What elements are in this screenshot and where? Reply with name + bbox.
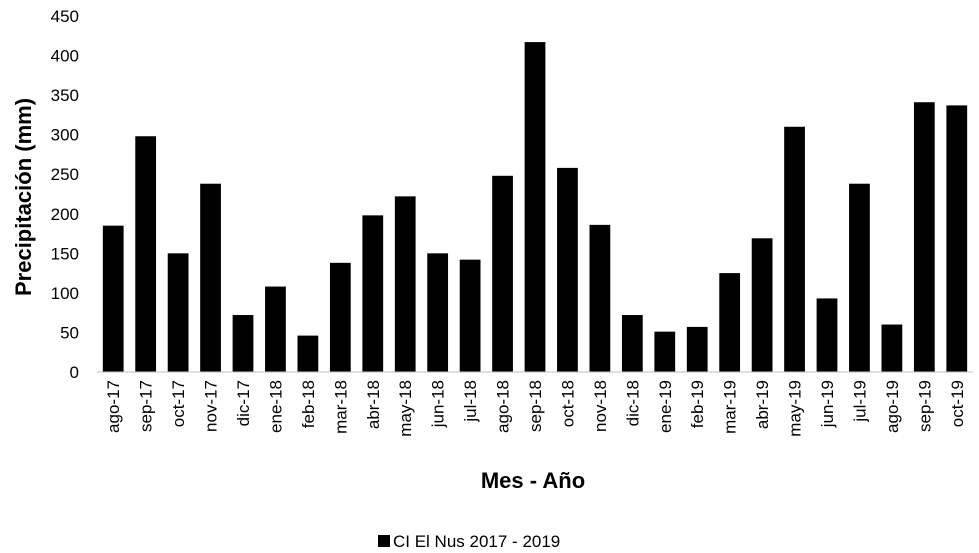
y-tick-label: 150 — [51, 244, 79, 263]
x-tick-label: ene-18 — [266, 380, 285, 433]
bar — [686, 326, 708, 372]
x-tick-label: oct-17 — [169, 380, 188, 427]
x-tick-label: abr-18 — [364, 380, 383, 429]
x-axis-title: Mes - Año — [481, 468, 585, 493]
x-tick-label: feb-19 — [688, 380, 707, 428]
y-tick-label: 250 — [51, 165, 79, 184]
bar — [427, 253, 449, 372]
x-tick-label: jul-18 — [461, 380, 480, 423]
x-tick-label: sep-18 — [526, 380, 545, 432]
x-tick-label: oct-19 — [948, 380, 967, 427]
bar — [654, 331, 676, 372]
bar — [751, 238, 773, 372]
x-tick-label: abr-19 — [753, 380, 772, 429]
bar — [913, 102, 935, 372]
y-axis-ticks: 0 50 100 150 200 250 300 350 400 450 — [51, 7, 79, 382]
x-tick-label: dic-18 — [623, 380, 642, 426]
bar — [719, 273, 741, 372]
legend-swatch — [378, 535, 390, 547]
y-tick-label: 200 — [51, 205, 79, 224]
bar — [946, 105, 968, 372]
y-tick-label: 450 — [51, 7, 79, 26]
bar — [200, 183, 221, 372]
bars-group — [102, 42, 968, 373]
x-tick-label: nov-18 — [591, 380, 610, 432]
x-tick-label: feb-18 — [299, 380, 318, 428]
x-tick-label: jun-18 — [429, 380, 448, 428]
bar — [102, 225, 124, 372]
y-tick-label: 350 — [51, 86, 79, 105]
bar — [589, 224, 611, 372]
bar — [167, 253, 189, 372]
x-tick-label: ago-17 — [104, 380, 123, 433]
x-tick-label: mar-18 — [331, 380, 350, 434]
x-tick-label: sep-19 — [915, 380, 934, 432]
x-tick-label: ene-19 — [656, 380, 675, 433]
bar — [881, 324, 903, 372]
x-tick-label: jun-19 — [818, 380, 837, 428]
legend: CI El Nus 2017 - 2019 — [378, 532, 560, 551]
bar — [492, 175, 513, 372]
x-tick-label: may-19 — [786, 380, 805, 437]
bar — [265, 286, 286, 372]
y-axis-title: Precipitación (mm) — [11, 98, 36, 296]
bar — [784, 126, 805, 372]
y-tick-label: 50 — [60, 323, 79, 342]
bar — [621, 315, 643, 372]
bar — [459, 259, 481, 372]
bar — [524, 42, 546, 373]
x-tick-label: oct-18 — [558, 380, 577, 427]
y-tick-label: 300 — [51, 126, 79, 145]
x-tick-label: may-18 — [396, 380, 415, 437]
bar — [816, 298, 838, 372]
bar — [232, 315, 254, 372]
bar — [297, 335, 319, 372]
y-tick-label: 100 — [51, 284, 79, 303]
x-tick-label: mar-19 — [721, 380, 740, 434]
bar — [394, 196, 416, 372]
y-tick-label: 0 — [70, 363, 79, 382]
x-axis-ticks: ago-17 sep-17 oct-17 nov-17 dic-17 ene-18 feb-… — [104, 380, 967, 437]
y-tick-label: 400 — [51, 47, 79, 66]
bar — [362, 215, 384, 372]
bar — [557, 167, 578, 372]
x-tick-label: ago-19 — [883, 380, 902, 433]
x-tick-label: ago-18 — [494, 380, 513, 433]
bar — [135, 136, 157, 372]
bar — [849, 183, 870, 372]
x-tick-label: jul-19 — [850, 380, 869, 423]
bar — [329, 262, 351, 372]
legend-label: CI El Nus 2017 - 2019 — [393, 532, 560, 551]
x-tick-label: nov-17 — [202, 380, 221, 432]
x-tick-label: dic-17 — [234, 380, 253, 426]
x-tick-label: sep-17 — [137, 380, 156, 432]
